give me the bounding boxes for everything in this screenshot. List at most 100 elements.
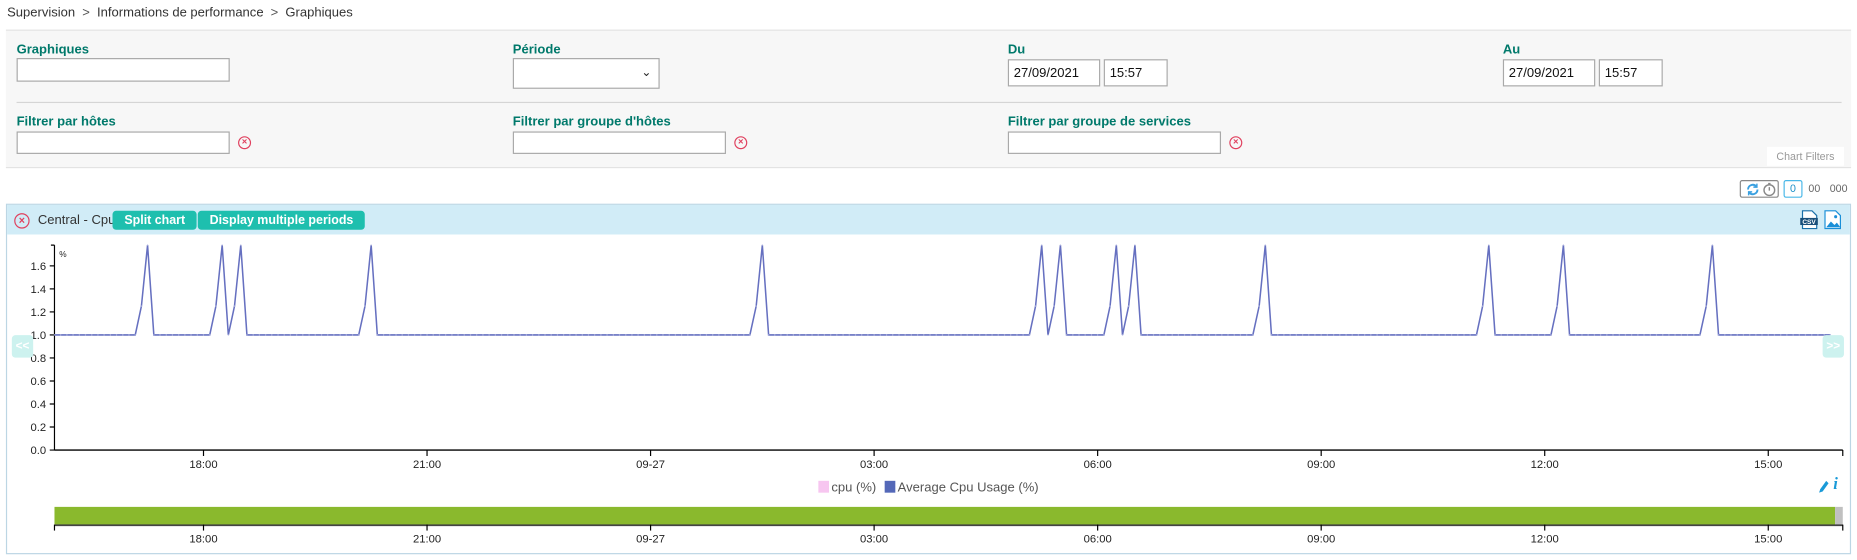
data-point <box>1314 334 1316 336</box>
split-chart-button[interactable]: Split chart <box>112 210 198 230</box>
layout-3-columns-button[interactable]: 000 <box>1829 182 1848 195</box>
data-point <box>1494 334 1496 336</box>
data-point <box>171 334 174 336</box>
data-point <box>1258 305 1260 307</box>
data-point <box>1568 334 1571 336</box>
au-date-input[interactable]: 27/09/2021 <box>1502 59 1596 87</box>
legend-item-average-cpu[interactable]: Average Cpu Usage (%) <box>884 480 1039 495</box>
servicegroups-filter-label: Filtrer par groupe de services <box>1007 114 1192 130</box>
legend-swatch <box>818 480 830 493</box>
data-point <box>1289 334 1291 336</box>
refresh-icon[interactable] <box>1746 182 1760 196</box>
data-point <box>1500 334 1502 336</box>
hostgroups-filter-input[interactable] <box>512 131 726 154</box>
y-tick-label: 0.0 <box>31 445 47 457</box>
data-point <box>1171 334 1173 336</box>
data-point <box>910 334 913 336</box>
data-point <box>1382 334 1384 336</box>
data-point <box>463 334 465 336</box>
data-point <box>1146 334 1149 336</box>
data-point <box>780 334 782 336</box>
data-point <box>382 334 385 336</box>
du-time-input[interactable]: 15:57 <box>1103 59 1168 87</box>
data-point <box>1543 334 1546 336</box>
data-point <box>811 334 813 336</box>
graphiques-input[interactable] <box>16 58 230 82</box>
data-point <box>1599 334 1602 336</box>
data-point <box>805 334 807 336</box>
data-point <box>867 334 869 336</box>
info-icon[interactable]: i <box>1833 476 1838 494</box>
data-point <box>587 334 590 336</box>
next-period-button[interactable]: >> <box>1822 335 1844 358</box>
du-label: Du <box>1007 42 1026 57</box>
data-point <box>606 334 608 336</box>
layout-1-column-button[interactable]: 0 <box>1783 180 1803 198</box>
breadcrumb-item[interactable]: Informations de performance <box>97 5 264 21</box>
clear-icon[interactable]: × <box>1229 136 1243 150</box>
display-multiple-periods-button[interactable]: Display multiple periods <box>197 210 366 230</box>
data-point <box>544 334 546 336</box>
data-point <box>1730 334 1732 336</box>
data-point <box>233 305 236 307</box>
data-point <box>165 334 167 336</box>
data-point <box>1780 334 1782 336</box>
data-point <box>1686 334 1689 336</box>
data-point <box>1084 334 1086 336</box>
clear-icon[interactable]: × <box>734 136 748 150</box>
chart-header: × Central - Cpu Split chart Display mult… <box>7 204 1850 235</box>
data-point <box>1575 334 1577 336</box>
data-point <box>115 334 118 336</box>
data-point <box>1761 334 1763 336</box>
data-point <box>1444 334 1447 336</box>
data-point <box>1016 334 1018 336</box>
csv-icon[interactable]: CSV <box>1800 210 1818 230</box>
data-point <box>730 334 733 336</box>
data-point <box>538 334 540 336</box>
hosts-filter-input[interactable] <box>16 131 230 154</box>
servicegroups-filter-input[interactable] <box>1007 131 1222 154</box>
periode-select[interactable]: ⌄ <box>512 58 660 89</box>
data-point <box>991 334 993 336</box>
legend-item-cpu[interactable]: cpu (%) <box>818 480 876 495</box>
previous-period-button[interactable]: << <box>11 335 34 358</box>
timer-icon[interactable] <box>1762 182 1776 197</box>
navigator-tick-label: 21:00 <box>413 533 441 545</box>
data-point <box>426 334 428 336</box>
data-point <box>1457 334 1459 336</box>
du-date-input[interactable]: 27/09/2021 <box>1007 59 1101 87</box>
data-point <box>823 334 826 336</box>
pencil-icon[interactable] <box>1818 480 1830 494</box>
data-point <box>1581 334 1583 336</box>
layout-2-columns-button[interactable]: 00 <box>1808 182 1821 195</box>
y-tick-label: 0.2 <box>31 422 47 434</box>
navigator-tick-label: 09:00 <box>1307 533 1335 545</box>
data-point <box>1649 334 1652 336</box>
data-point <box>736 334 739 336</box>
data-point <box>1488 244 1490 246</box>
data-point <box>122 334 124 336</box>
data-point <box>364 305 366 307</box>
breadcrumb-item[interactable]: Supervision <box>7 5 76 21</box>
data-point <box>749 334 751 336</box>
data-point <box>401 334 403 336</box>
y-tick-label: 1.4 <box>31 284 47 296</box>
x-tick-label: 15:00 <box>1754 459 1782 471</box>
data-point <box>600 334 602 336</box>
data-point <box>159 334 161 336</box>
navigator-chart[interactable]: 18:00 21:00 09-27 03:00 06:00 09:00 12:00 15:00 <box>0 502 1857 549</box>
data-point <box>1320 334 1322 336</box>
clear-icon[interactable]: × <box>238 136 252 150</box>
data-point <box>134 334 136 336</box>
au-time-input[interactable]: 15:57 <box>1598 59 1663 87</box>
chart-filters-tab[interactable]: Chart Filters <box>1766 146 1844 166</box>
image-export-icon[interactable] <box>1824 210 1842 230</box>
y-tick-label: 0.4 <box>31 399 47 411</box>
data-point <box>1115 244 1118 246</box>
data-point <box>575 334 577 336</box>
close-chart-icon[interactable]: × <box>14 213 30 229</box>
data-point <box>1277 334 1279 336</box>
data-point <box>1003 334 1006 336</box>
data-point <box>1177 334 1180 336</box>
data-point <box>389 334 391 336</box>
